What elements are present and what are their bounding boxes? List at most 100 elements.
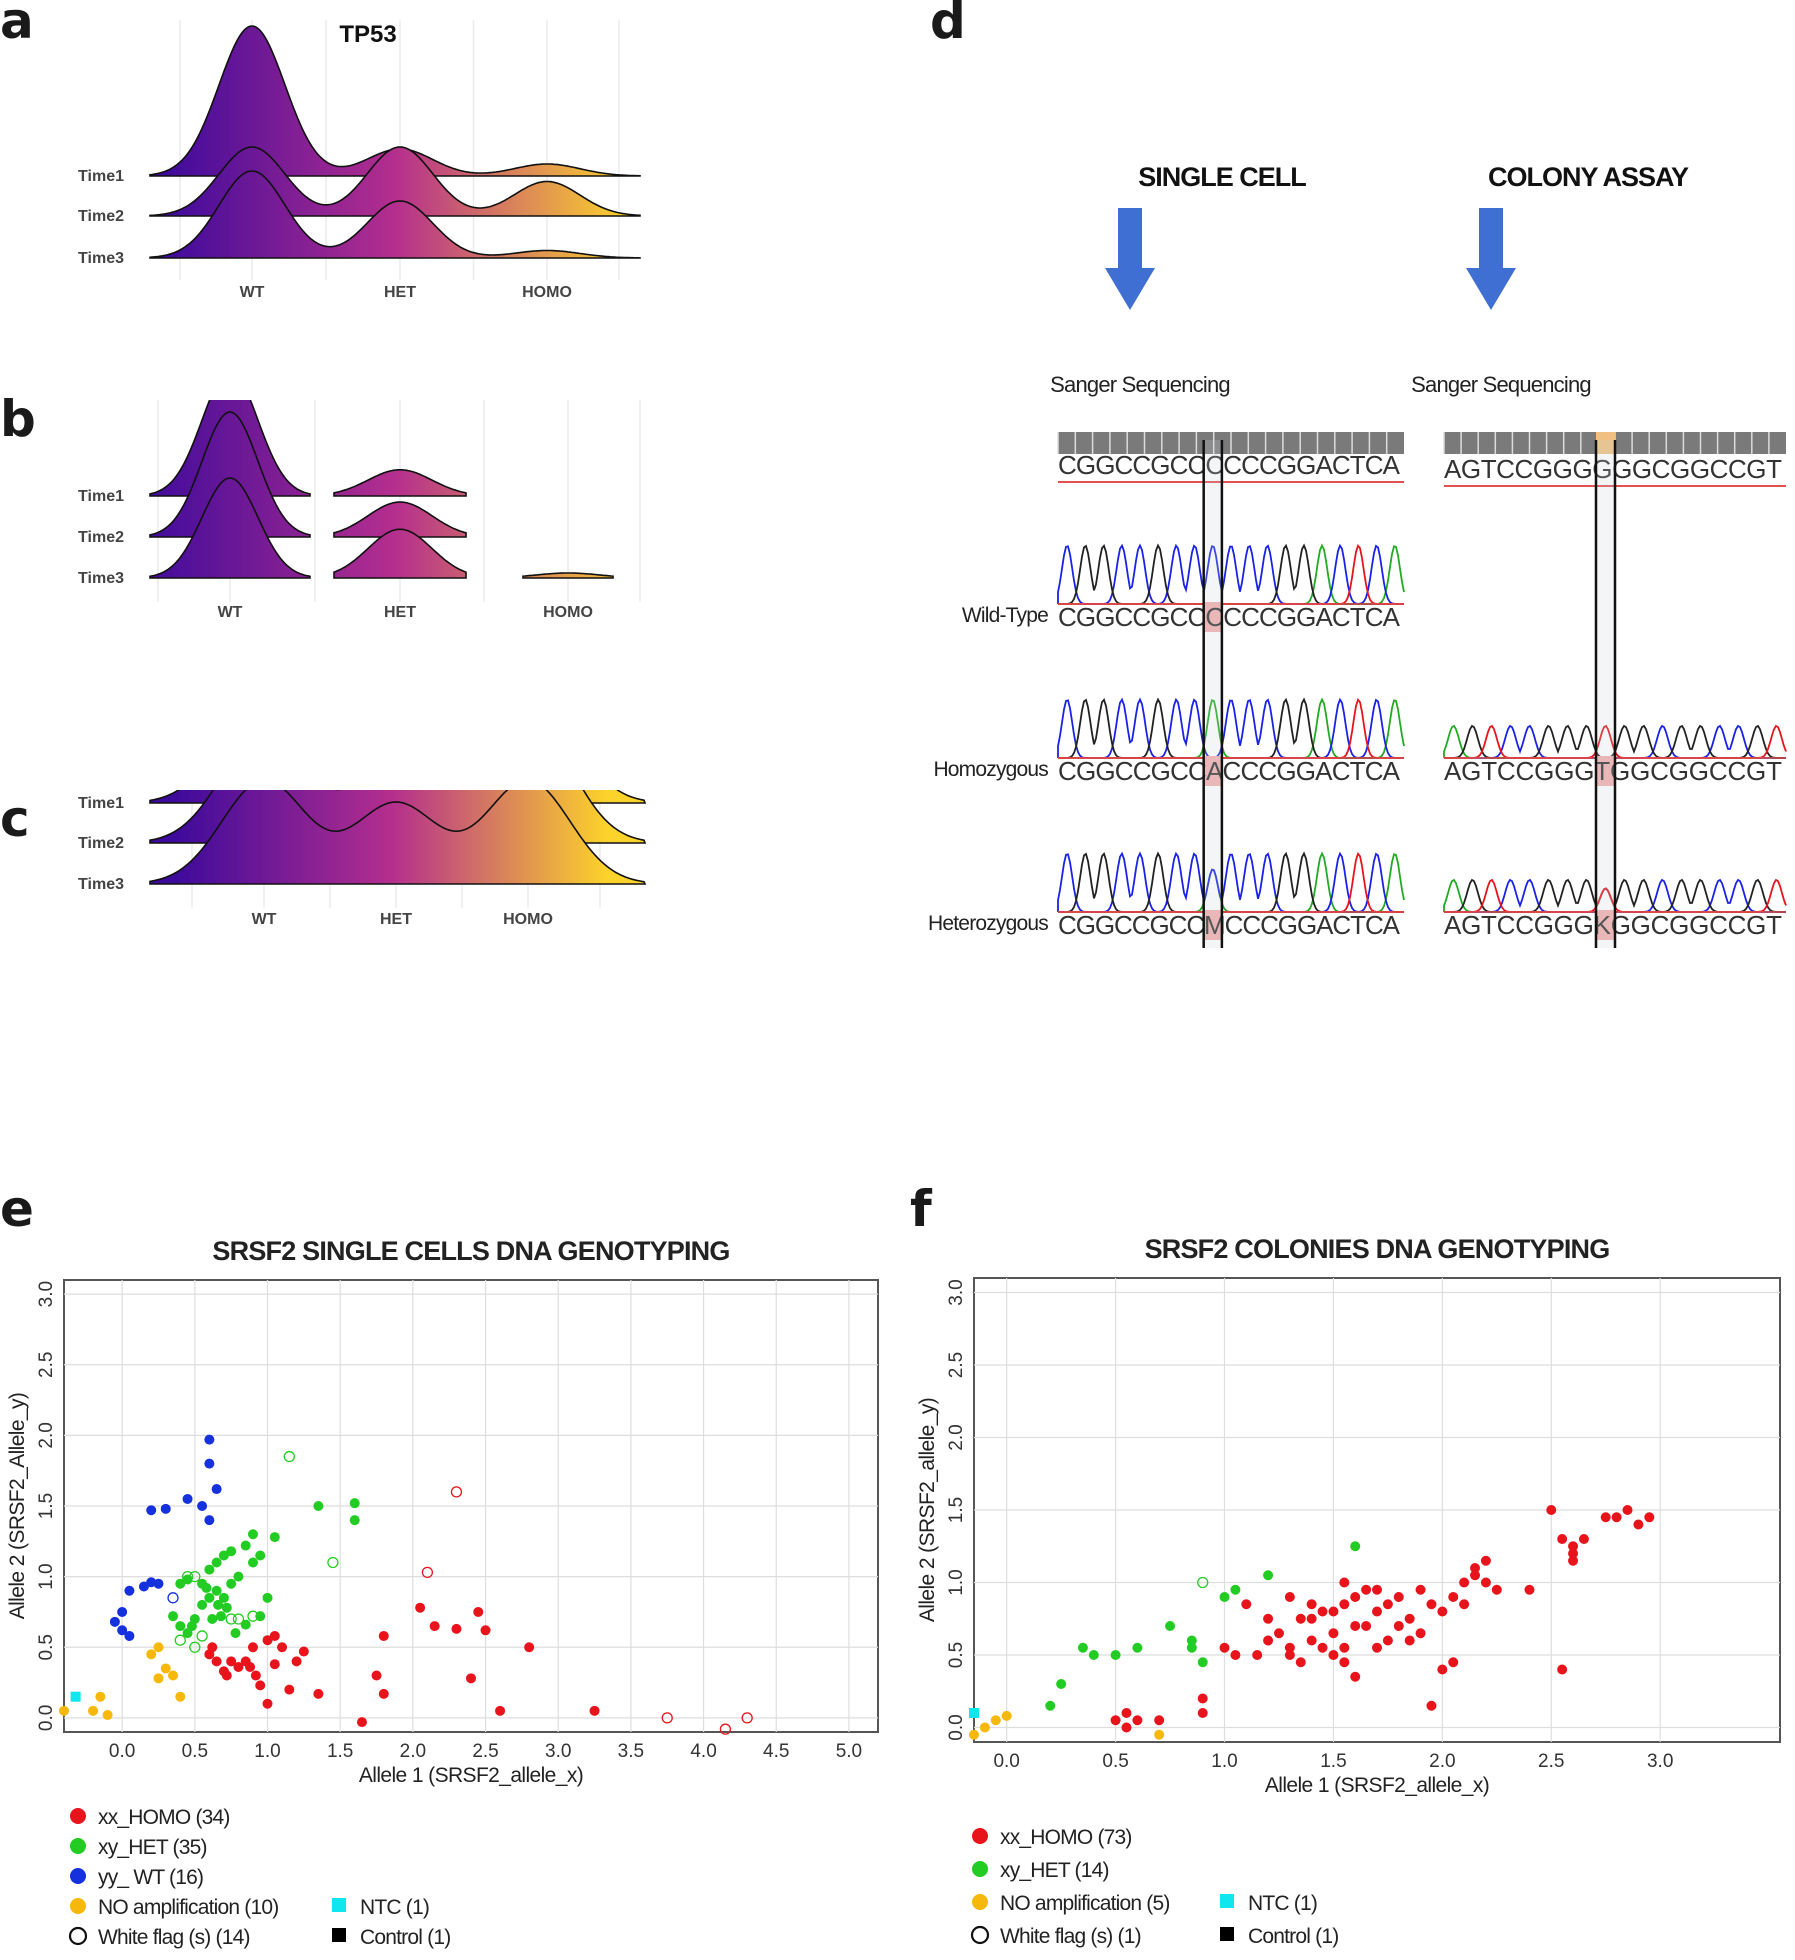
data-point-noamp	[168, 1670, 179, 1681]
data-point-wt	[117, 1625, 128, 1636]
data-point-wt	[153, 1578, 164, 1589]
y-tick-label: 0.0	[36, 1705, 57, 1731]
data-point-het	[1186, 1635, 1197, 1646]
data-point-het	[204, 1564, 215, 1575]
data-point-homo	[1306, 1635, 1317, 1646]
data-point-homo	[466, 1673, 476, 1684]
row-label: Time1	[78, 488, 124, 505]
data-point-white-flag	[189, 1570, 201, 1583]
base-call-sequence: CGGCCGCCMCCCGGACTCA	[1058, 910, 1401, 940]
x-tick-label: 0.5	[1102, 1751, 1128, 1772]
category-label: HET	[380, 911, 412, 928]
data-point-het	[1045, 1700, 1056, 1711]
data-point-noamp	[102, 1710, 113, 1721]
data-point-het	[1186, 1642, 1197, 1653]
data-point-homo	[1448, 1592, 1459, 1602]
data-point-het	[175, 1621, 186, 1632]
data-point-homo	[284, 1684, 295, 1695]
data-point-homo	[262, 1698, 273, 1709]
data-point-homo	[1284, 1642, 1295, 1653]
data-point-homo	[262, 1635, 273, 1646]
y-tick-label: 2.5	[36, 1352, 57, 1378]
data-point-homo	[1284, 1592, 1295, 1602]
legend-marker-control	[332, 1928, 346, 1942]
data-point-homo	[1448, 1657, 1459, 1668]
base-call-sequence: AGTCCGGGTGGCGGCCGT	[1444, 756, 1782, 786]
x-tick-label: 1.5	[327, 1741, 353, 1762]
data-point-homo	[233, 1662, 244, 1673]
legend-marker-het	[70, 1838, 86, 1854]
category-label: HET	[384, 604, 416, 621]
legend-label: xx_HOMO (34)	[98, 1806, 230, 1829]
y-tick-label: 1.0	[36, 1563, 57, 1589]
data-point-white-flag	[661, 1712, 673, 1724]
data-point-het	[204, 1592, 215, 1603]
reference-sequence: CGGCCGCCCCCCGGACTCA	[1058, 450, 1401, 480]
density-ridge	[333, 469, 467, 497]
data-point-het	[240, 1619, 251, 1630]
data-point-het	[218, 1550, 229, 1561]
category-label: WT	[218, 604, 243, 621]
density-ridge	[149, 170, 641, 259]
data-point-het	[189, 1614, 200, 1624]
category-label: HOMO	[543, 604, 593, 621]
data-point-homo	[378, 1688, 389, 1699]
legend-label: NTC (1)	[1248, 1892, 1317, 1915]
data-point-homo	[1263, 1613, 1274, 1624]
density-ridge	[149, 790, 647, 885]
ridgeline-chart-c: SRSF2Time1Time2Time3WTHETHOMO	[78, 790, 647, 928]
data-point-homo	[1339, 1657, 1350, 1668]
data-point-noamp	[146, 1649, 157, 1660]
chart-title: TP53	[339, 21, 396, 48]
data-point-het	[1219, 1592, 1230, 1602]
legend-label: White flag (s) (1)	[1000, 1925, 1141, 1948]
data-point-het	[230, 1628, 241, 1639]
data-point-homo	[1568, 1548, 1579, 1559]
y-tick-label: 0.5	[946, 1642, 967, 1668]
data-point-homo	[1480, 1555, 1491, 1566]
data-point-het	[1263, 1570, 1274, 1581]
data-point-wt	[160, 1503, 171, 1514]
genotype-label: Wild-Type	[962, 604, 1048, 627]
data-point-homo	[277, 1642, 288, 1653]
category-label: HOMO	[522, 284, 572, 301]
density-ridge	[333, 501, 467, 538]
highlight-marker	[1596, 432, 1615, 454]
data-point-white-flag	[174, 1634, 186, 1646]
y-tick-label: 1.0	[946, 1569, 967, 1595]
data-point-homo	[1557, 1664, 1568, 1675]
data-point-homo	[1426, 1700, 1437, 1711]
data-point-homo	[1197, 1708, 1208, 1718]
data-point-noamp	[153, 1642, 164, 1653]
legend-label: xy_HET (35)	[98, 1836, 207, 1859]
data-point-homo	[1491, 1584, 1502, 1595]
data-point-het	[207, 1614, 218, 1624]
legend-marker-noamp	[70, 1898, 86, 1914]
data-point-noamp	[1001, 1710, 1012, 1721]
data-point-noamp	[969, 1729, 979, 1740]
data-point-homo	[1350, 1621, 1361, 1631]
data-point-het	[240, 1540, 251, 1551]
data-point-homo	[1132, 1715, 1143, 1726]
density-ridge	[149, 411, 311, 538]
data-point-homo	[1361, 1584, 1372, 1595]
data-point-homo	[1317, 1606, 1328, 1617]
data-point-homo	[298, 1646, 309, 1657]
data-point-wt	[124, 1585, 135, 1596]
data-point-het	[226, 1546, 237, 1557]
data-point-homo	[1339, 1577, 1350, 1588]
legend-marker-homo	[972, 1828, 988, 1844]
data-point-homo	[211, 1656, 222, 1667]
legend-label: NO amplification (10)	[98, 1896, 278, 1919]
data-point-homo	[1241, 1599, 1252, 1610]
data-point-wt	[117, 1606, 128, 1617]
mutation-highlight	[1203, 910, 1222, 940]
mutation-highlight	[1596, 756, 1615, 786]
mutation-highlight	[1203, 602, 1222, 632]
y-tick-label: 2.0	[946, 1424, 967, 1450]
data-point-homo	[204, 1649, 215, 1660]
data-point-noamp	[990, 1715, 1001, 1726]
data-point-homo	[1622, 1505, 1633, 1515]
data-point-homo	[291, 1656, 302, 1667]
data-point-homo	[1273, 1628, 1284, 1639]
